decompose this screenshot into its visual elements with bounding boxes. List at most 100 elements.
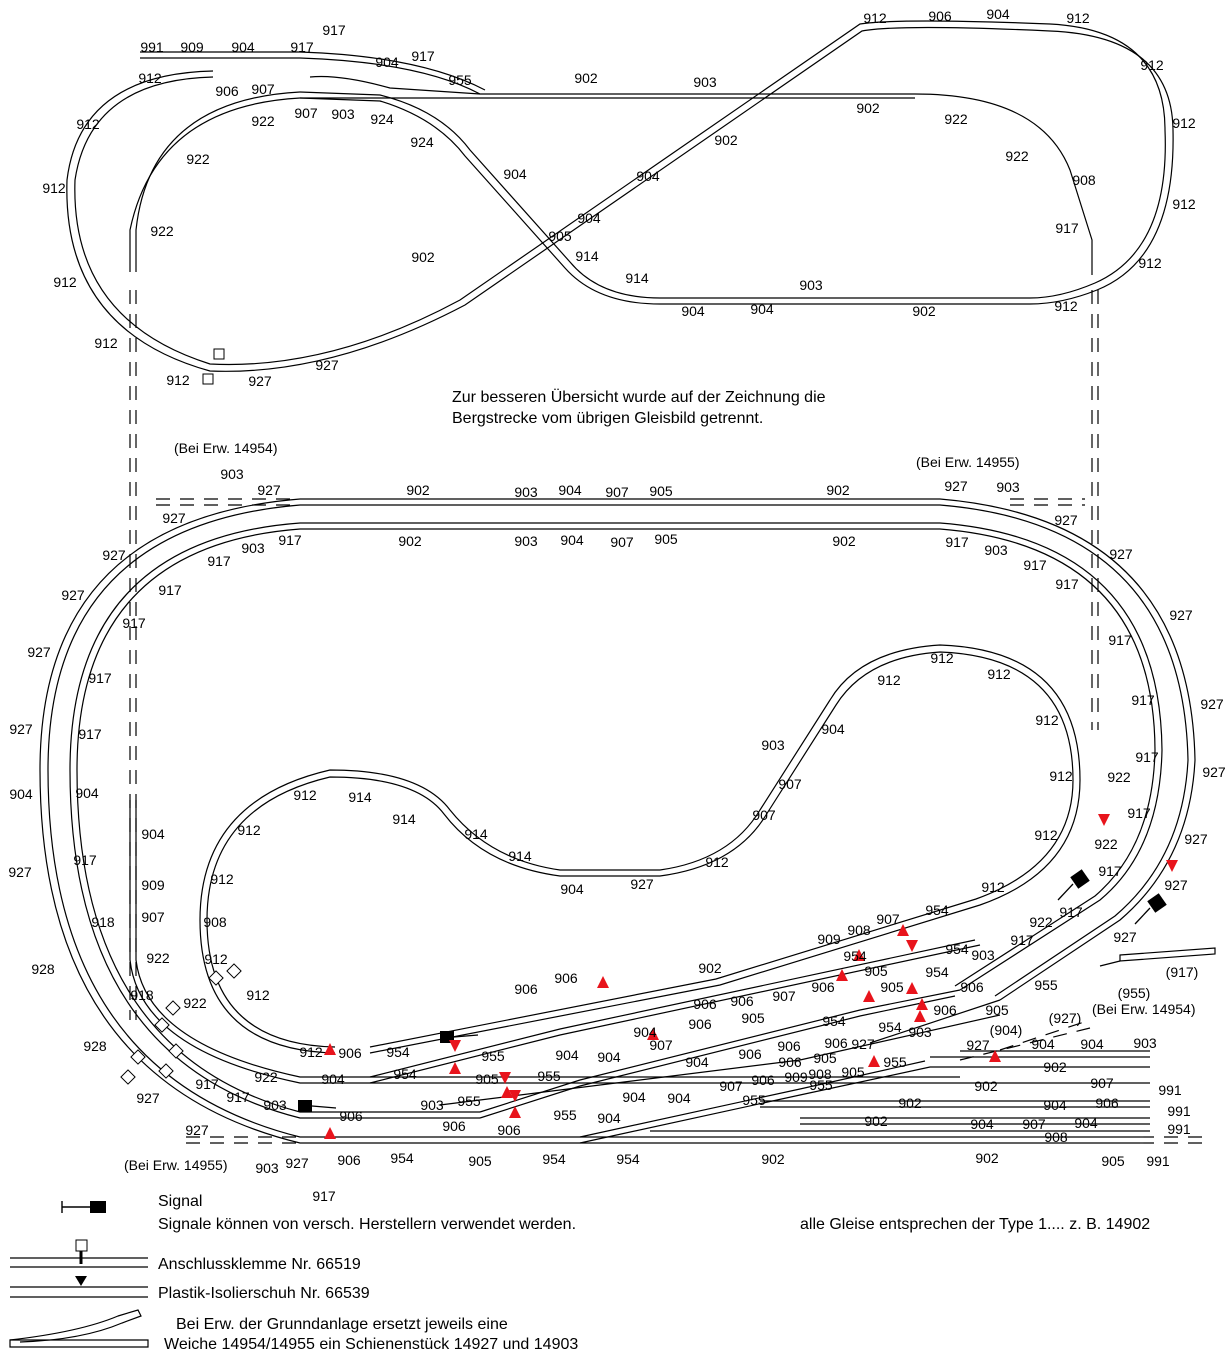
track-label: 904 — [560, 532, 584, 548]
track-label: 904 — [633, 1024, 657, 1040]
track-label: 903 — [420, 1097, 444, 1113]
track-label: (927) — [1049, 1010, 1082, 1026]
track-label: 927 — [1169, 607, 1193, 623]
track-label: 955 — [457, 1093, 481, 1109]
track-label: 912 — [987, 666, 1011, 682]
track-label: 954 — [616, 1151, 640, 1167]
track-label: 922 — [150, 223, 174, 239]
track-label: 991 — [1167, 1103, 1191, 1119]
track-label: 902 — [864, 1113, 888, 1129]
note-extension-14954-top: (Bei Erw. 14954) — [174, 440, 278, 456]
note-extension-14955-bottom: (Bei Erw. 14955) — [124, 1157, 228, 1173]
track-label: 907 — [778, 776, 802, 792]
track-label: 902 — [975, 1150, 999, 1166]
track-label: 902 — [574, 70, 598, 86]
track-label: 905 — [864, 963, 888, 979]
track-label: 907 — [1090, 1075, 1114, 1091]
track-label: 904 — [597, 1049, 621, 1065]
track-label: 904 — [1074, 1115, 1098, 1131]
track-label: 917 — [88, 670, 112, 686]
track-label: 906 — [514, 981, 538, 997]
track-label: 904 — [555, 1047, 579, 1063]
track-label: 914 — [392, 811, 416, 827]
track-label: 917 — [122, 615, 146, 631]
track-label: 927 — [61, 587, 85, 603]
insulator-marker — [863, 990, 875, 1002]
track-label: 927 — [8, 864, 32, 880]
note-separation-line1: Zur besseren Übersicht wurde auf der Zei… — [452, 388, 826, 406]
track-label: 908 — [203, 914, 227, 930]
insulator-marker — [916, 998, 928, 1010]
track-label: 912 — [204, 951, 228, 967]
track-label: 907 — [752, 807, 776, 823]
track-label: 914 — [464, 826, 488, 842]
track-label: 955 — [553, 1107, 577, 1123]
track-label: 909 — [817, 931, 841, 947]
track-label: 922 — [254, 1069, 278, 1085]
track-label: 912 — [53, 274, 77, 290]
track-label: 912 — [1049, 768, 1073, 784]
insulator-marker — [499, 1072, 511, 1084]
track-label: 918 — [91, 914, 115, 930]
track-label: 905 — [841, 1064, 865, 1080]
insulator-marker — [509, 1106, 521, 1118]
track-label: 909 — [141, 877, 165, 893]
legend: Signal Signale können von versch. Herste… — [9, 1193, 578, 1353]
track-label: 912 — [166, 372, 190, 388]
track-piece-labels: 991 909 904 917 917 904 917 955 912 906 907 902 903 9… — [8, 6, 1226, 1204]
track-label: 917 — [226, 1089, 250, 1105]
track-label: 955 — [809, 1077, 833, 1093]
track-label: 904 — [750, 301, 774, 317]
track-label: 905 — [741, 1010, 765, 1026]
track-label: 903 — [971, 947, 995, 963]
track-label: 903 — [255, 1160, 279, 1176]
track-label: 927 — [851, 1036, 875, 1052]
track-label: 904 — [821, 721, 845, 737]
track-label: 912 — [877, 672, 901, 688]
track-label: 905 — [880, 979, 904, 995]
track-label: 904 — [986, 6, 1010, 22]
track-label: 903 — [241, 540, 265, 556]
track-label: 902 — [761, 1151, 785, 1167]
track-label: 912 — [930, 650, 954, 666]
track-label: 906 — [960, 979, 984, 995]
track-label: 905 — [654, 531, 678, 547]
legend-signal: Signal — [158, 1193, 202, 1210]
track-label: 914 — [575, 248, 599, 264]
insulator-markers — [324, 814, 1178, 1139]
track-label: 954 — [925, 902, 949, 918]
track-label: 904 — [577, 210, 601, 226]
track-label: 906 — [928, 8, 952, 24]
track-label: 927 — [1164, 877, 1188, 893]
track-label: 904 — [375, 54, 399, 70]
track-label: 904 — [321, 1071, 345, 1087]
track-label: 954 — [386, 1044, 410, 1060]
track-label: 903 — [220, 466, 244, 482]
track-label: 917 — [207, 553, 231, 569]
track-label: 903 — [984, 542, 1008, 558]
track-label: 927 — [1113, 929, 1137, 945]
track-label: 917 — [1108, 632, 1132, 648]
track-label: 908 — [1044, 1129, 1068, 1145]
track-label: 906 — [824, 1035, 848, 1051]
track-label: 955 — [448, 72, 472, 88]
track-label: 905 — [813, 1050, 837, 1066]
track-label: 904 — [1043, 1097, 1067, 1113]
track-label: 927 — [285, 1155, 309, 1171]
main-track-inner-loop — [199, 644, 1081, 1054]
track-label: 917 — [1059, 904, 1083, 920]
signal-icon — [90, 1201, 106, 1213]
track-label: 903 — [331, 106, 355, 122]
track-label: 908 — [1072, 172, 1096, 188]
track-label: 902 — [411, 249, 435, 265]
track-label: 904 — [1031, 1036, 1055, 1052]
track-label: 902 — [714, 132, 738, 148]
track-label: 912 — [981, 879, 1005, 895]
track-label: 907 — [251, 81, 275, 97]
insulator-marker — [906, 982, 918, 994]
track-label: 904 — [558, 482, 582, 498]
track-label: (917) — [1166, 964, 1199, 980]
track-label: 912 — [210, 871, 234, 887]
track-label: 907 — [772, 988, 796, 1004]
track-label: 907 — [141, 909, 165, 925]
